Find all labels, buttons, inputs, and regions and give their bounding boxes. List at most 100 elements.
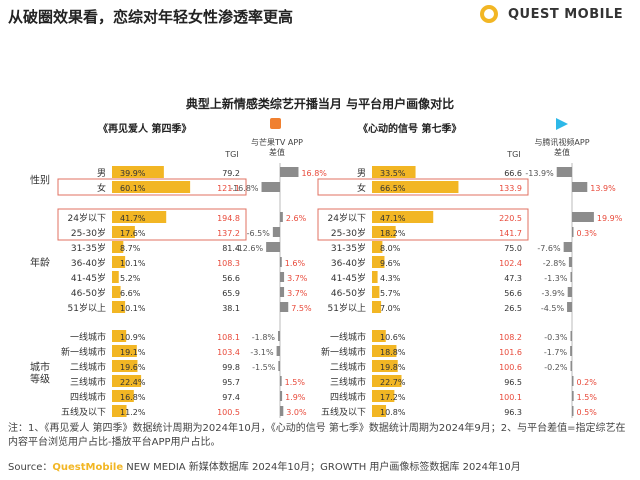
share-bar-1-3 bbox=[372, 226, 396, 238]
category-label-0-14: 五线及以下 bbox=[61, 406, 106, 418]
tgi-value-1-12: 96.5 bbox=[504, 378, 522, 387]
tgi-header-0: TGI bbox=[224, 150, 238, 159]
share-bar-0-3 bbox=[112, 226, 135, 238]
tgi-value-0-7: 65.9 bbox=[222, 289, 240, 298]
diff-label-0-7: 3.7% bbox=[287, 289, 308, 298]
diff-label-1-3: 0.3% bbox=[577, 229, 598, 238]
diff-bar-0-5 bbox=[280, 257, 282, 267]
diff-bar-1-9 bbox=[570, 331, 572, 341]
category-label-1-9: 一线城市 bbox=[330, 331, 366, 343]
share-label-0-3: 17.6% bbox=[120, 229, 146, 238]
diff-label-0-1: -16.8% bbox=[230, 184, 259, 193]
diff-bar-1-13 bbox=[572, 391, 574, 401]
tgi-value-0-1: 121.1 bbox=[217, 184, 240, 193]
diff-label-1-12: 0.2% bbox=[577, 378, 598, 387]
diff-label-1-1: 13.9% bbox=[590, 184, 616, 193]
diff-label-1-4: -7.6% bbox=[537, 244, 561, 253]
tgi-value-0-2: 194.8 bbox=[217, 214, 240, 223]
tgi-value-1-5: 102.4 bbox=[499, 259, 522, 268]
tgi-value-1-4: 75.0 bbox=[504, 244, 522, 253]
diff-label-0-3: -6.5% bbox=[247, 229, 271, 238]
share-bar-1-9 bbox=[372, 330, 386, 342]
category-label-1-2: 24岁以下 bbox=[328, 212, 366, 224]
share-bar-1-10 bbox=[372, 345, 397, 357]
category-label-0-8: 51岁以上 bbox=[68, 302, 106, 314]
tgi-value-0-11: 99.8 bbox=[222, 363, 240, 372]
source-prefix: Source： bbox=[8, 462, 53, 473]
diff-bar-0-8 bbox=[280, 302, 289, 312]
share-label-0-6: 5.2% bbox=[120, 274, 141, 283]
share-bar-0-8 bbox=[112, 301, 126, 313]
diff-bar-1-10 bbox=[570, 346, 572, 356]
share-bar-1-8 bbox=[372, 301, 382, 313]
tgi-value-0-5: 108.3 bbox=[217, 259, 240, 268]
category-label-0-11: 二线城市 bbox=[70, 361, 106, 373]
share-bar-0-0 bbox=[112, 166, 164, 178]
tgi-value-1-1: 133.9 bbox=[499, 184, 522, 193]
category-label-1-4: 31-35岁 bbox=[331, 242, 366, 254]
category-label-1-10: 新一线城市 bbox=[321, 346, 366, 358]
diff-bar-0-14 bbox=[280, 406, 284, 416]
diff-bar-0-2 bbox=[280, 212, 283, 222]
diff-bar-0-10 bbox=[276, 346, 280, 356]
diff-label-0-14: 3.0% bbox=[286, 408, 307, 417]
share-label-0-9: 10.9% bbox=[120, 333, 146, 342]
footnote: 注：1、《再见爱人 第四季》数据统计周期为2024年10月，《心动的信号 第七季… bbox=[8, 423, 626, 448]
diff-label-1-11: -0.2% bbox=[544, 363, 568, 372]
diff-label-1-13: 1.5% bbox=[577, 393, 598, 402]
category-label-0-12: 三线城市 bbox=[70, 376, 106, 388]
diff-label-0-13: 1.9% bbox=[285, 393, 306, 402]
mango-tv-icon bbox=[270, 118, 281, 129]
tgi-value-1-10: 101.6 bbox=[499, 348, 522, 357]
category-label-1-7: 46-50岁 bbox=[331, 287, 366, 299]
share-label-0-14: 11.2% bbox=[120, 408, 146, 417]
diff-label-1-5: -2.8% bbox=[543, 259, 567, 268]
tgi-value-0-8: 38.1 bbox=[222, 304, 240, 313]
diff-bar-1-3 bbox=[572, 227, 574, 237]
group-label-2: 城市 bbox=[30, 361, 50, 374]
diff-label-1-6: -1.3% bbox=[544, 274, 568, 283]
share-bar-1-12 bbox=[372, 375, 402, 387]
diff-bar-0-12 bbox=[280, 376, 282, 386]
category-label-0-6: 41-45岁 bbox=[71, 272, 106, 284]
diff-label-0-0: 16.8% bbox=[301, 169, 327, 178]
diff-bar-0-0 bbox=[280, 167, 299, 177]
share-label-1-11: 19.8% bbox=[380, 363, 406, 372]
diff-header-1: 与腾讯视频APP bbox=[534, 137, 589, 147]
share-bar-0-13 bbox=[112, 390, 134, 402]
tgi-value-0-12: 95.7 bbox=[222, 378, 240, 387]
diff-bar-1-7 bbox=[567, 287, 572, 297]
diff-bar-1-4 bbox=[563, 242, 572, 252]
share-label-0-4: 8.7% bbox=[120, 244, 141, 253]
diff-bar-0-7 bbox=[280, 287, 285, 297]
diff-bar-0-3 bbox=[272, 227, 280, 237]
group-label-2-line2: 等级 bbox=[30, 373, 50, 386]
share-label-1-13: 17.2% bbox=[380, 393, 406, 402]
diff-bar-1-6 bbox=[570, 272, 572, 282]
diff-bar-1-5 bbox=[568, 257, 572, 267]
category-label-0-3: 25-30岁 bbox=[71, 227, 106, 239]
category-label-1-3: 25-30岁 bbox=[331, 227, 366, 239]
diff-bar-0-4 bbox=[266, 242, 280, 252]
tgi-value-1-13: 100.1 bbox=[499, 393, 522, 402]
share-label-1-3: 18.2% bbox=[380, 229, 406, 238]
category-label-1-12: 三线城市 bbox=[330, 376, 366, 388]
diff-label-0-9: -1.8% bbox=[252, 333, 276, 342]
diff-label-1-0: -13.9% bbox=[525, 169, 554, 178]
category-label-0-7: 46-50岁 bbox=[71, 287, 106, 299]
diff-label-0-6: 3.7% bbox=[287, 274, 308, 283]
category-label-1-11: 二线城市 bbox=[330, 361, 366, 373]
diff-bar-0-6 bbox=[280, 272, 285, 282]
quest-mobile-logo-icon bbox=[480, 5, 498, 23]
share-bar-0-9 bbox=[112, 330, 127, 342]
diff-label-0-12: 1.5% bbox=[285, 378, 306, 387]
source-brand: QuestMobile bbox=[52, 462, 124, 473]
diff-bar-0-1 bbox=[261, 182, 280, 192]
panel-title-1: 《心动的信号 第七季》 bbox=[358, 122, 461, 135]
tgi-value-1-8: 26.5 bbox=[504, 304, 522, 313]
chart-subtitle: 典型上新情感类综艺开播当月 与平台用户画像对比 bbox=[185, 97, 455, 111]
share-bar-1-6 bbox=[372, 271, 378, 283]
tgi-value-0-4: 81.4 bbox=[222, 244, 240, 253]
diff-label-1-7: -3.9% bbox=[541, 289, 565, 298]
